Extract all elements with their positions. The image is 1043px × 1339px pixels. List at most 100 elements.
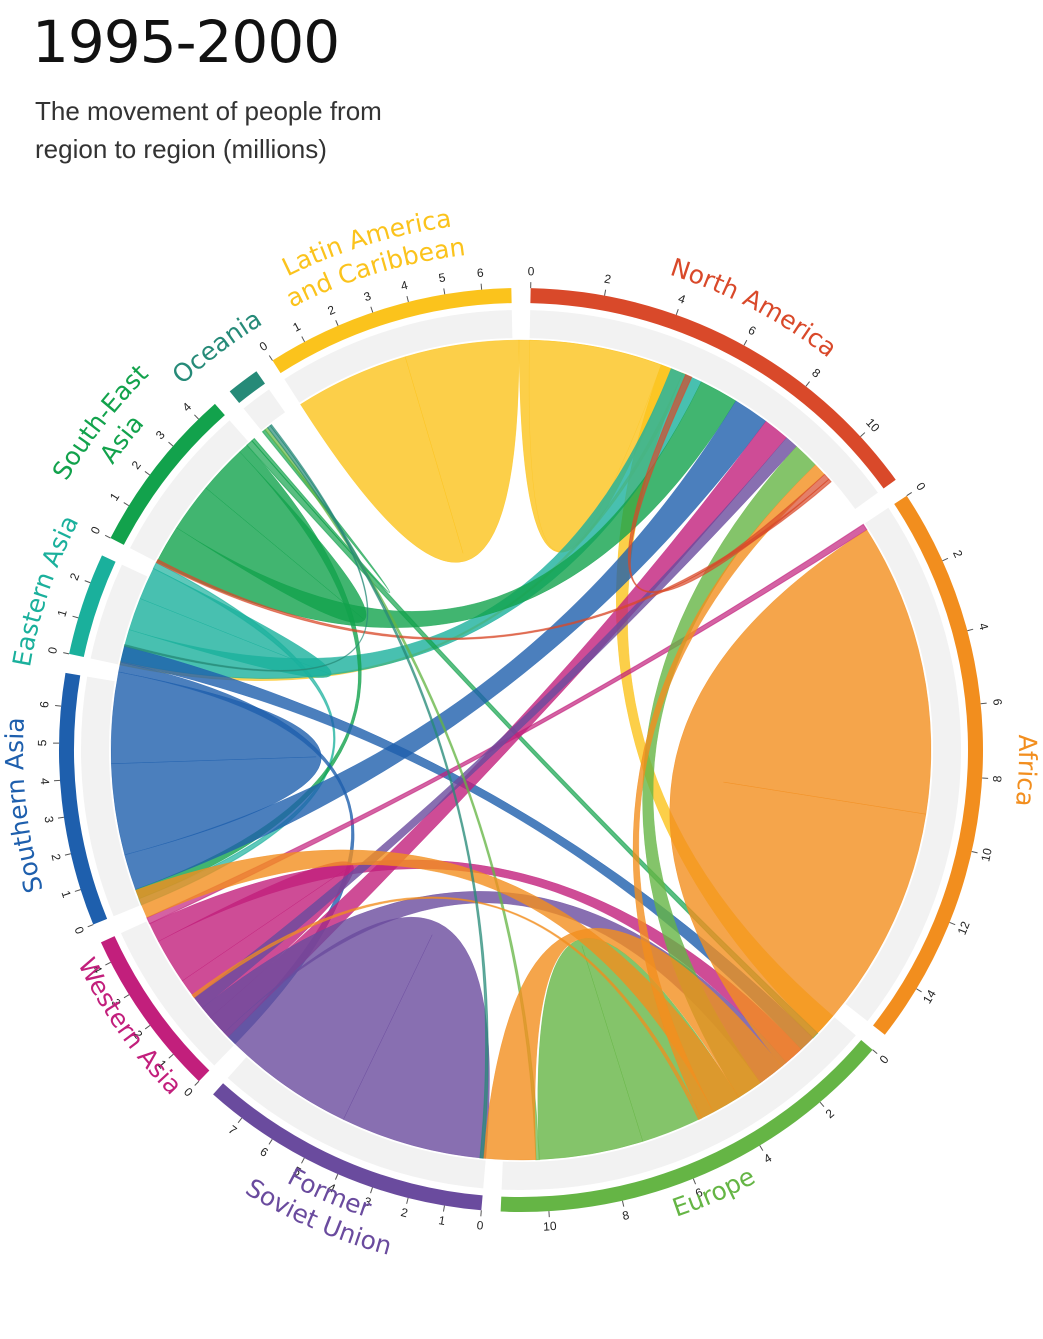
tick-mark [57, 816, 64, 819]
region-label-africa: Africa [1010, 734, 1042, 808]
tick-label: 3 [153, 428, 168, 442]
tick-label: 5 [35, 739, 49, 746]
tick-mark [967, 628, 974, 632]
arc-latin-america-and-caribbean[interactable] [272, 288, 512, 374]
tick-label: 10 [543, 1219, 557, 1234]
tick-label: 1 [290, 319, 303, 335]
tick-label: 2 [823, 1106, 837, 1121]
tick-mark [64, 853, 71, 856]
inner-band-africa [845, 507, 961, 1022]
tick-label: 4 [399, 278, 409, 293]
tick-label: 2 [950, 548, 966, 560]
tick-mark [942, 557, 949, 562]
arc-western-asia[interactable] [100, 936, 210, 1082]
tick-mark [168, 1053, 174, 1059]
tick-mark [443, 288, 446, 295]
inner-band-south-east-asia [130, 420, 249, 561]
ribbon-latin-america-and-caribbean-to-north-america[interactable] [518, 339, 672, 553]
tick-label: 4 [676, 291, 687, 307]
ribbon-former-soviet-union-to-north-america[interactable] [193, 437, 797, 1009]
arc-southern-asia[interactable] [58, 672, 108, 925]
tick-label: 12 [955, 919, 973, 937]
arc-south-east-asia[interactable] [110, 403, 225, 545]
tick-mark [194, 1080, 200, 1086]
tick-label: 0 [257, 338, 270, 354]
ribbon-north-america-to-latin-america-and-caribbean[interactable] [627, 373, 830, 593]
tick-label: 2 [603, 272, 612, 287]
arc-europe[interactable] [500, 1039, 873, 1212]
tick-label: 2 [399, 1205, 409, 1220]
tick-label: 8 [990, 775, 1004, 783]
tick-label: 2 [48, 852, 63, 862]
tick-label: 3 [362, 1194, 373, 1210]
tick-mark [104, 534, 111, 539]
tick-mark [692, 1178, 697, 1185]
tick-mark [442, 1205, 445, 1212]
arc-eastern-asia[interactable] [69, 555, 116, 658]
tick-mark [105, 961, 111, 966]
ribbon-africa-to-africa[interactable] [669, 529, 932, 1067]
tick-mark [301, 1157, 305, 1164]
ribbon-africa-to-north-america[interactable] [632, 464, 825, 1119]
tick-label: 10 [978, 846, 995, 862]
tick-label: 6 [990, 698, 1005, 706]
tick-label: 1 [107, 490, 123, 503]
tick-label: 0 [88, 524, 104, 537]
tick-label: 10 [863, 416, 883, 436]
tick-mark [55, 705, 62, 707]
arc-africa[interactable] [873, 495, 984, 1035]
tick-mark [406, 1197, 409, 1204]
tick-mark [268, 355, 273, 361]
tick-mark [872, 1049, 878, 1054]
tick-label: 2 [129, 458, 144, 472]
tick-mark [268, 1139, 273, 1145]
ribbon-north-america-to-eastern-asia[interactable] [155, 478, 832, 641]
ribbon-south-east-asia-to-oceania[interactable] [251, 429, 391, 594]
inner-band-europe [501, 1017, 856, 1190]
tick-label: 1 [54, 608, 69, 619]
tick-label: 1 [58, 889, 73, 900]
ribbon-africa-to-former-soviet-union[interactable] [191, 896, 703, 1121]
tick-label: 4 [180, 399, 195, 414]
tick-mark [194, 414, 199, 420]
tick-mark [301, 336, 306, 343]
tick-label: 6 [693, 1185, 705, 1201]
tick-mark [480, 283, 483, 290]
tick-label: 4 [761, 1151, 774, 1167]
chart-title: 1995-2000 [32, 8, 340, 76]
inner-band-north-america [529, 310, 878, 510]
tick-mark [743, 339, 748, 346]
ribbon-africa-to-europe[interactable] [482, 928, 783, 1161]
ribbon-former-soviet-union-to-former-soviet-union[interactable] [223, 916, 490, 1159]
tick-mark [144, 1024, 151, 1030]
ribbon-eastern-asia-to-eastern-asia[interactable] [128, 568, 332, 678]
tick-label: 0 [528, 264, 535, 278]
tick-mark [123, 502, 130, 507]
ribbon-africa-to-western-asia[interactable] [135, 849, 740, 1113]
tick-label: 2 [326, 302, 338, 318]
ribbon-oceania-to-southern-asia[interactable] [123, 423, 369, 672]
tick-mark [805, 381, 810, 387]
arc-oceania[interactable] [229, 371, 265, 404]
tick-mark [87, 924, 94, 928]
inner-band-western-asia [120, 921, 234, 1066]
tick-mark [949, 921, 956, 926]
tick-label: 0 [181, 1085, 196, 1100]
tick-label: 4 [976, 621, 991, 631]
tick-label: 6 [257, 1144, 270, 1160]
ribbon-latin-america-and-caribbean-to-latin-america-and-caribbean[interactable] [300, 339, 520, 563]
tick-label: 7 [226, 1123, 240, 1138]
tick-mark [72, 615, 79, 619]
tick-label: 8 [621, 1208, 631, 1223]
tick-mark [604, 289, 607, 296]
arc-former-soviet-union[interactable] [213, 1083, 483, 1211]
tick-label: 5 [438, 270, 447, 285]
tick-mark [237, 1117, 243, 1124]
inner-band-southern-asia [81, 676, 140, 917]
tick-label: 8 [809, 365, 823, 380]
chord-ribbons [110, 339, 932, 1161]
tick-label: 3 [362, 289, 373, 305]
inner-band-eastern-asia [90, 564, 148, 665]
ribbon-oceania-to-europe[interactable] [266, 424, 489, 1159]
tick-mark [480, 1210, 482, 1217]
